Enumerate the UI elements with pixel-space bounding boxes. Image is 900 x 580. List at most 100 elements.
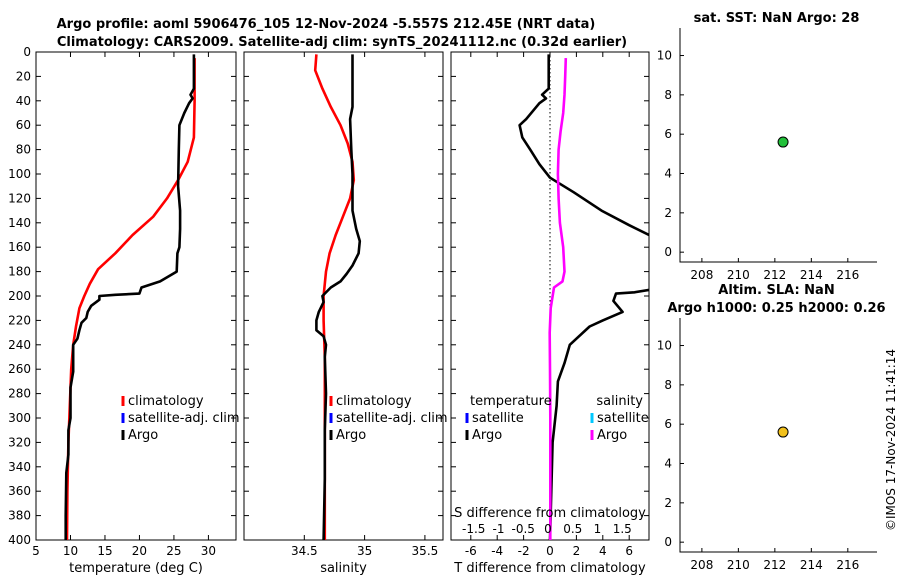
- depth-tick-label: 360: [8, 484, 31, 498]
- altim_sla-ytick-label: 4: [664, 457, 672, 471]
- difference-series-argo-salinity-difference: [548, 58, 568, 540]
- altim_sla-ytick-label: 10: [657, 339, 672, 353]
- depth-tick-label: 240: [8, 338, 31, 352]
- depth-tick-label: 340: [8, 460, 31, 474]
- salinity-xlabel: salinity: [320, 561, 367, 576]
- sat_sst-ytick-label: 0: [664, 245, 672, 259]
- difference-top-xtick-label: 1.5: [613, 522, 632, 536]
- depth-tick-label: 160: [8, 240, 31, 254]
- difference-legend-salinity-title: salinity: [596, 394, 643, 409]
- depth-tick-label: 40: [16, 94, 31, 108]
- salinity-legend-item: Argo: [336, 428, 366, 443]
- temperature-xtick-label: 15: [97, 544, 112, 558]
- depth-tick-label: 200: [8, 289, 31, 303]
- depth-tick-label: 60: [16, 118, 31, 132]
- altim_sla-subtitle: Argo h1000: 0.25 h2000: 0.26: [667, 301, 885, 316]
- difference-top-xtick-label: 0.5: [563, 522, 582, 536]
- salinity-series-argo: [315, 54, 362, 540]
- sat_sst-ytick-label: 8: [664, 88, 672, 102]
- sat_sst-ytick-label: 2: [664, 206, 672, 220]
- temperature-legend-item: satellite-adj. clim: [128, 411, 240, 426]
- temperature-xtick-label: 20: [132, 544, 147, 558]
- difference-legend-sal-argo: Argo: [597, 428, 627, 443]
- difference-series-argo-temperature-difference-lower-: [548, 288, 649, 540]
- sat_sst-ytick-label: 10: [657, 49, 672, 63]
- difference-legend-temp-satellite: satellite: [472, 411, 524, 426]
- difference-xlabel: T difference from climatology: [453, 561, 646, 576]
- depth-tick-label: 260: [8, 362, 31, 376]
- temperature-legend-item: Argo: [128, 428, 158, 443]
- temperature-legend-item: climatology: [128, 394, 204, 409]
- difference-xtick-label: 0: [546, 544, 554, 558]
- temperature-series-climatology: [65, 58, 196, 540]
- altim_sla-xtick-label: 216: [836, 558, 859, 572]
- sat_sst-xtick-label: 210: [727, 268, 750, 282]
- temperature-xtick-label: 30: [201, 544, 216, 558]
- difference-xtick-label: 2: [573, 544, 581, 558]
- altim_sla-ytick-label: 6: [664, 417, 672, 431]
- temperature-xtick-label: 10: [63, 544, 78, 558]
- depth-tick-label: 180: [8, 265, 31, 279]
- depth-tick-label: 20: [16, 69, 31, 83]
- salinity-legend-item: climatology: [336, 394, 412, 409]
- depth-tick-label: 0: [23, 45, 31, 59]
- temperature-series-argo: [64, 54, 196, 540]
- altim_sla-point: [777, 426, 789, 438]
- difference-legend-temp-argo: Argo: [472, 428, 502, 443]
- depth-tick-label: 120: [8, 191, 31, 205]
- depth-tick-label: 140: [8, 216, 31, 230]
- depth-tick-label: 380: [8, 509, 31, 523]
- timestamp-watermark: ©IMOS 17-Nov-2024 11:41:14: [884, 349, 898, 531]
- depth-tick-label: 80: [16, 143, 31, 157]
- plot-area: 5 10 15 20 25 3002040608010012014016018020022…: [8, 11, 886, 576]
- difference-xtick-label: 4: [599, 544, 607, 558]
- difference-top-xtick-label: 1: [594, 522, 602, 536]
- altim_sla-xtick-label: 212: [763, 558, 786, 572]
- sat_sst-ytick-label: 4: [664, 167, 672, 181]
- difference-top-xtick-label: 0: [544, 522, 552, 536]
- sat_sst-xtick-label: 208: [690, 268, 713, 282]
- depth-tick-label: 400: [8, 533, 31, 547]
- depth-tick-label: 300: [8, 411, 31, 425]
- depth-tick-label: 220: [8, 313, 31, 327]
- altim_sla-title: Altim. SLA: NaN: [718, 283, 834, 298]
- sat_sst-ytick-label: 6: [664, 127, 672, 141]
- altim_sla-xtick-label: 208: [690, 558, 713, 572]
- temperature-xlabel: temperature (deg C): [69, 561, 203, 576]
- difference-xtick-label: -6: [465, 544, 477, 558]
- sat_sst-xtick-label: 216: [836, 268, 859, 282]
- salinity-xtick-label: 35: [357, 544, 372, 558]
- figure-title-line-2: Climatology: CARS2009. Satellite-adj cli…: [57, 35, 627, 50]
- difference-legend-temperature-title: temperature: [470, 394, 552, 409]
- sat_sst-xtick-label: 212: [763, 268, 786, 282]
- depth-tick-label: 100: [8, 167, 31, 181]
- depth-tick-label: 280: [8, 387, 31, 401]
- sat_sst-xtick-label: 214: [800, 268, 823, 282]
- altim_sla-ytick-label: 8: [664, 378, 672, 392]
- salinity-series-climatology: [313, 54, 356, 540]
- difference-top-xtick-label: -1.5: [462, 522, 485, 536]
- salinity-xtick-label: 35.5: [412, 544, 439, 558]
- difference-xtick-label: -4: [491, 544, 503, 558]
- figure-title-line-1: Argo profile: aoml 5906476_105 12-Nov-20…: [57, 17, 596, 32]
- salinity-xtick-label: 34.5: [291, 544, 318, 558]
- sat_sst-title: sat. SST: NaN Argo: 28: [694, 11, 860, 26]
- altim_sla-ytick-label: 2: [664, 496, 672, 510]
- depth-tick-label: 320: [8, 435, 31, 449]
- sat_sst-point: [777, 136, 789, 148]
- salinity-axes-box: [243, 51, 444, 541]
- altim_sla-xtick-label: 214: [800, 558, 823, 572]
- salinity-legend-item: satellite-adj. clim: [336, 411, 448, 426]
- temperature-xtick-label: 5: [32, 544, 40, 558]
- difference-series-argo-temperature-difference: [518, 54, 649, 237]
- difference-top-xtick-label: -0.5: [512, 522, 535, 536]
- difference-xtick-label: 6: [625, 544, 633, 558]
- difference-top-xlabel: S difference from climatology: [454, 506, 646, 521]
- difference-legend-sal-satellite: satellite: [597, 411, 649, 426]
- difference-top-xtick-label: -1: [493, 522, 505, 536]
- difference-xtick-label: -2: [518, 544, 530, 558]
- altim_sla-ytick-label: 0: [664, 535, 672, 549]
- altim_sla-xtick-label: 210: [727, 558, 750, 572]
- temperature-xtick-label: 25: [166, 544, 181, 558]
